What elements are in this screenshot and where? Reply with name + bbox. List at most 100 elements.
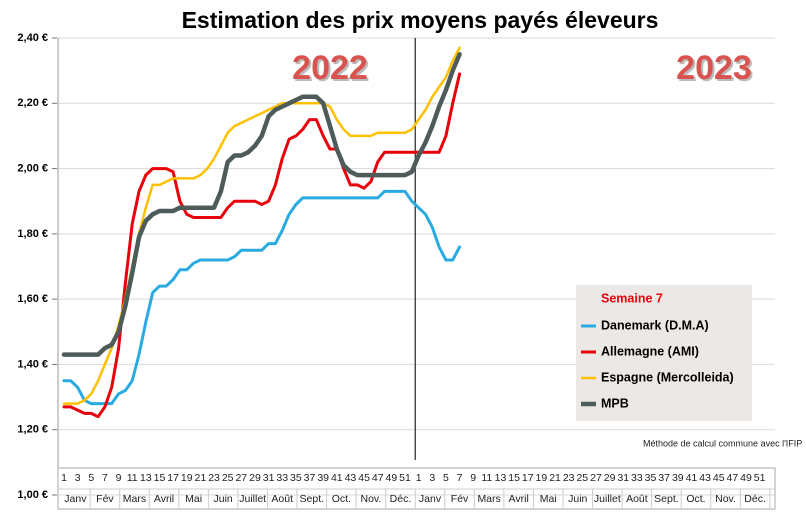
x-tick-label: 37 (304, 472, 316, 484)
x-tick-label: 51 (399, 472, 411, 484)
x-tick-label: 15 (154, 472, 166, 484)
x-tick-label: 15 (508, 472, 520, 484)
x-tick-label: 23 (208, 472, 220, 484)
y-tick-label: 2,20 € (17, 97, 48, 109)
x-tick-label: 9 (470, 472, 476, 484)
series-line (62, 46, 461, 405)
year-annotation: 2023 (676, 49, 752, 87)
month-label: Oct. (686, 493, 705, 505)
month-label: Nov. (360, 493, 381, 505)
x-tick-label: 11 (127, 472, 138, 484)
x-tick-label: 41 (331, 472, 343, 484)
month-label: Juin (568, 493, 587, 505)
x-tick-label: 19 (536, 472, 548, 484)
month-label: Avril (509, 493, 529, 505)
x-tick-label: 9 (116, 472, 122, 484)
x-tick-label: 45 (713, 472, 725, 484)
chart-title: Estimation des prix moyens payés éleveur… (182, 7, 659, 33)
x-tick-label: 47 (727, 472, 739, 484)
x-tick-label: 29 (249, 472, 261, 484)
legend-label: Allemagne (AMI) (601, 344, 699, 358)
series-line (61, 52, 462, 357)
month-label: Juillet (239, 493, 266, 505)
x-tick-label: 49 (740, 472, 752, 484)
month-label: Fév (451, 493, 469, 505)
month-label: Avril (154, 493, 174, 505)
month-label: Juin (214, 493, 233, 505)
x-tick-label: 41 (686, 472, 698, 484)
x-tick-label: 35 (290, 472, 302, 484)
x-tick-label: 43 (345, 472, 357, 484)
x-tick-label: 37 (658, 472, 670, 484)
x-tick-label: 25 (576, 472, 588, 484)
x-tick-label: 19 (181, 472, 193, 484)
x-tick-label: 31 (263, 472, 275, 484)
x-tick-label: 25 (222, 472, 234, 484)
x-tick-label: 21 (195, 472, 207, 484)
y-tick-label: 1,80 € (17, 228, 48, 240)
y-tick-label: 1,20 € (17, 424, 48, 436)
legend-label: Espagne (Mercolleida) (601, 370, 734, 384)
x-tick-label: 35 (645, 472, 657, 484)
x-tick-label: 7 (102, 472, 108, 484)
x-tick-label: 13 (140, 472, 152, 484)
x-tick-label: 1 (61, 472, 67, 484)
x-tick-label: 1 (416, 472, 422, 484)
method-note: Méthode de calcul commune avec l'IFIP (643, 438, 802, 448)
series-line (62, 72, 462, 419)
year-annotation-shadow: 2023 (678, 51, 754, 89)
x-tick-label: 13 (495, 472, 507, 484)
month-label: Mars (477, 493, 500, 505)
y-tick-label: 1,60 € (17, 293, 48, 305)
x-tick-label: 33 (276, 472, 288, 484)
x-tick-label: 23 (563, 472, 575, 484)
x-tick-label: 39 (672, 472, 684, 484)
x-tick-label: 43 (699, 472, 711, 484)
x-tick-label: 45 (358, 472, 370, 484)
x-tick-label: 21 (549, 472, 561, 484)
month-label: Déc. (744, 493, 766, 505)
x-tick-label: 7 (457, 472, 463, 484)
x-tick-label: 17 (522, 472, 534, 484)
month-label: Fév (96, 493, 114, 505)
x-tick-label: 49 (386, 472, 398, 484)
x-tick-label: 3 (429, 472, 435, 484)
x-tick-label: 27 (590, 472, 602, 484)
year-annotation: 2022 (292, 49, 368, 87)
x-tick-label: 51 (754, 472, 766, 484)
month-label: Sept. (654, 493, 679, 505)
x-tick-label: 17 (167, 472, 179, 484)
y-tick-label: 1,00 € (17, 489, 48, 501)
x-tick-label: 39 (317, 472, 329, 484)
legend-label: MPB (601, 396, 629, 410)
month-label: Janv (419, 493, 442, 505)
x-tick-label: 27 (235, 472, 247, 484)
x-tick-label: 5 (443, 472, 449, 484)
x-tick-label: 31 (617, 472, 629, 484)
month-label: Août (626, 493, 648, 505)
x-tick-label: 33 (631, 472, 643, 484)
x-tick-label: 47 (372, 472, 384, 484)
legend-label: Danemark (D.M.A) (601, 318, 709, 332)
month-label: Nov. (715, 493, 736, 505)
month-label: Mai (540, 493, 557, 505)
month-label: Oct. (332, 493, 351, 505)
x-tick-label: 29 (604, 472, 616, 484)
series-line (62, 189, 462, 406)
legend-box (576, 285, 752, 421)
x-tick-label: 11 (481, 472, 492, 484)
year-annotation-shadow: 2022 (294, 51, 370, 89)
y-tick-label: 1,40 € (17, 358, 48, 370)
month-label: Janv (64, 493, 87, 505)
month-label: Août (271, 493, 293, 505)
month-label: Sept. (300, 493, 325, 505)
month-label: Mars (123, 493, 146, 505)
legend-title: Semaine 7 (601, 291, 663, 305)
y-tick-label: 2,00 € (17, 162, 48, 174)
month-label: Juillet (594, 493, 621, 505)
month-label: Mai (185, 493, 202, 505)
x-tick-label: 3 (75, 472, 81, 484)
y-tick-label: 2,40 € (17, 32, 48, 44)
x-tick-label: 5 (88, 472, 94, 484)
